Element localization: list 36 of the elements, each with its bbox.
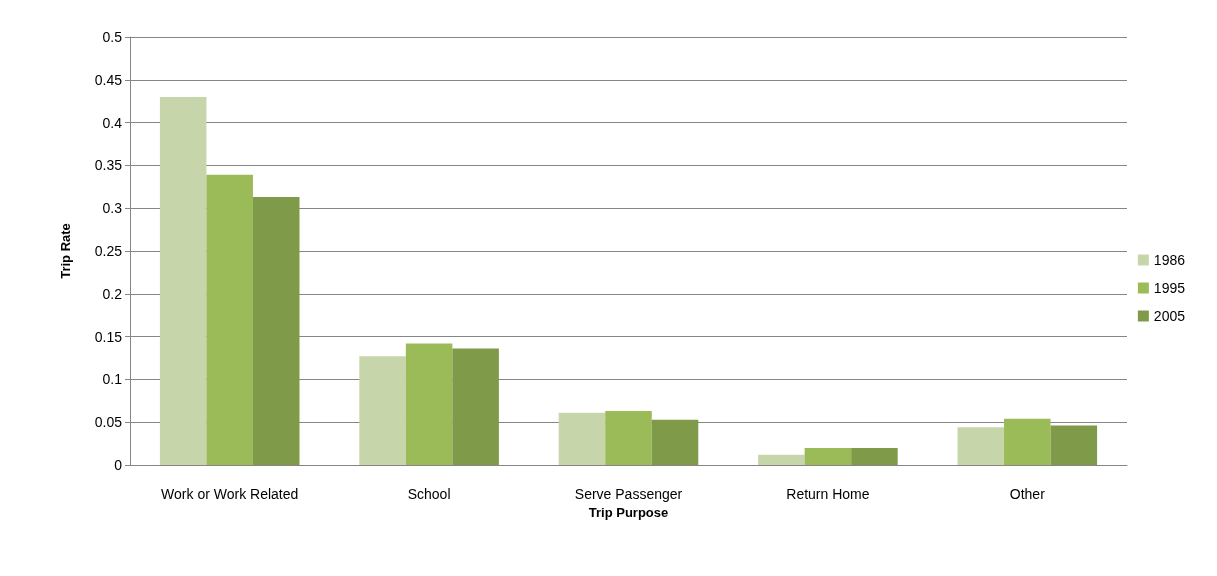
y-tick-label: 0.05 [94, 414, 123, 431]
bar [359, 356, 406, 465]
bar [758, 454, 805, 465]
bar [804, 447, 852, 465]
legend-label: 1995 [1153, 280, 1186, 296]
legend-label: 1986 [1153, 252, 1186, 268]
bar [1050, 425, 1098, 465]
y-tick-label: 0.45 [94, 71, 123, 88]
y-tick-label: 0.5 [102, 29, 123, 45]
bar [405, 343, 453, 465]
y-tick-label: 0 [114, 457, 123, 473]
bar [1004, 418, 1051, 465]
bar [851, 447, 898, 465]
x-tick-label: Work or Work Related [161, 486, 299, 502]
bar [957, 427, 1005, 465]
y-tick-label: 0.25 [94, 243, 123, 259]
bar [206, 174, 253, 465]
bar [252, 197, 300, 465]
bar [605, 411, 652, 465]
bar [159, 96, 207, 465]
legend-label: 2005 [1153, 308, 1186, 324]
y-tick-label: 0.2 [102, 285, 123, 302]
x-tick-label: Other [1009, 486, 1046, 502]
x-axis-title: Trip Purpose [588, 504, 669, 520]
x-tick-label: School [407, 486, 451, 502]
bar [558, 412, 606, 465]
y-tick-label: 0.3 [102, 200, 123, 217]
y-axis-title: Trip Rate [58, 223, 73, 279]
y-tick-label: 0.4 [102, 114, 123, 131]
x-tick-label: Return Home [786, 486, 870, 502]
y-tick-label: 0.15 [94, 328, 123, 345]
bar [651, 419, 699, 465]
bar [452, 348, 499, 465]
y-tick-label: 0.1 [102, 371, 123, 388]
y-tick-label: 0.35 [94, 157, 123, 174]
x-tick-label: Serve Passenger [574, 486, 683, 502]
